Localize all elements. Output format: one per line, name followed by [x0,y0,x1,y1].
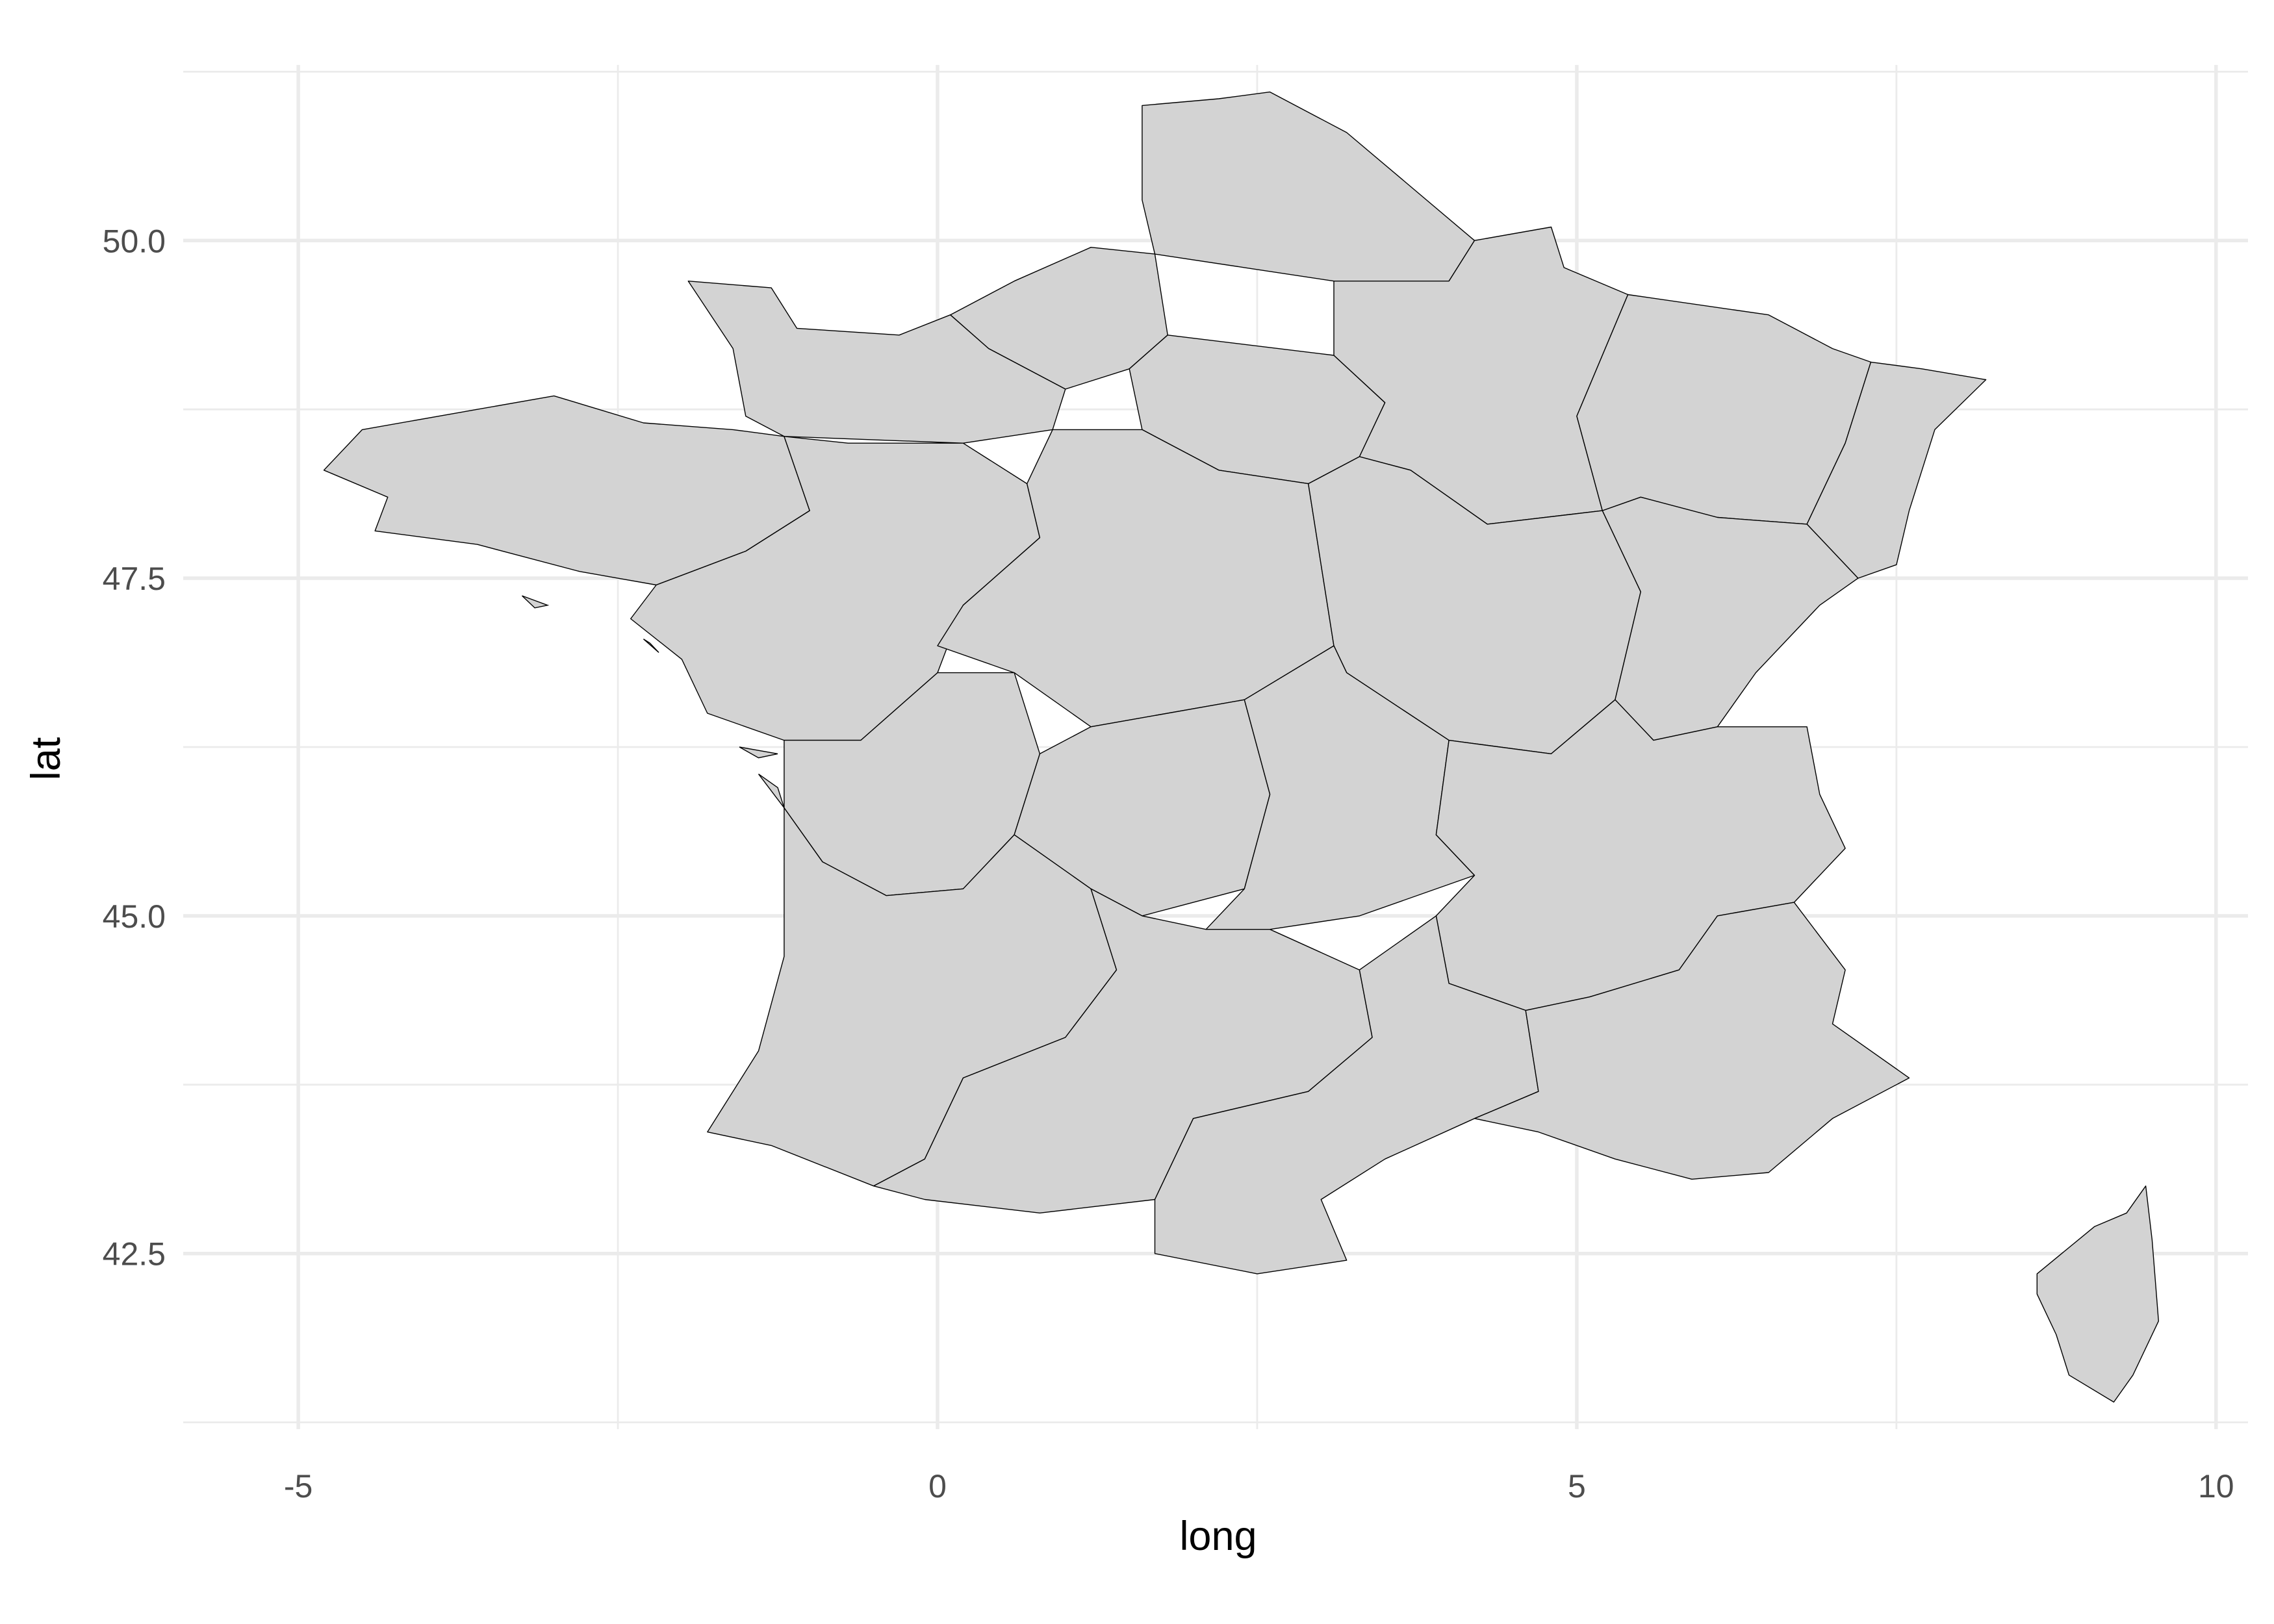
region-paca [1474,902,1910,1180]
island-belle-ile [522,595,550,609]
x-tick-label: 0 [928,1468,947,1504]
y-axis-tick-labels: 42.5 45.0 47.5 50.0 [103,223,166,1272]
y-tick-label: 47.5 [103,561,166,597]
map-regions [323,91,2159,1403]
region-franche-comte [1602,496,1859,741]
island-ile-d-oleron [758,774,785,809]
island-noirmoutier [643,639,659,653]
island-ile-de-re [739,746,778,759]
region-alsace [1806,361,1987,579]
y-axis-title: lat [23,737,69,780]
y-tick-label: 50.0 [103,223,166,259]
y-tick-label: 42.5 [103,1236,166,1273]
x-tick-label: -5 [284,1468,313,1504]
region-nord-picardie [1142,91,1476,282]
x-axis-tick-labels: -5 0 5 10 [284,1468,2234,1504]
region-basse-normandie [687,281,1066,444]
x-tick-label: 5 [1568,1468,1586,1504]
region-auvergne [1205,645,1476,930]
y-tick-label: 45.0 [103,898,166,935]
x-tick-label: 10 [2198,1468,2234,1504]
region-corse [2036,1186,2159,1403]
x-axis-title: long [1179,1514,1257,1559]
